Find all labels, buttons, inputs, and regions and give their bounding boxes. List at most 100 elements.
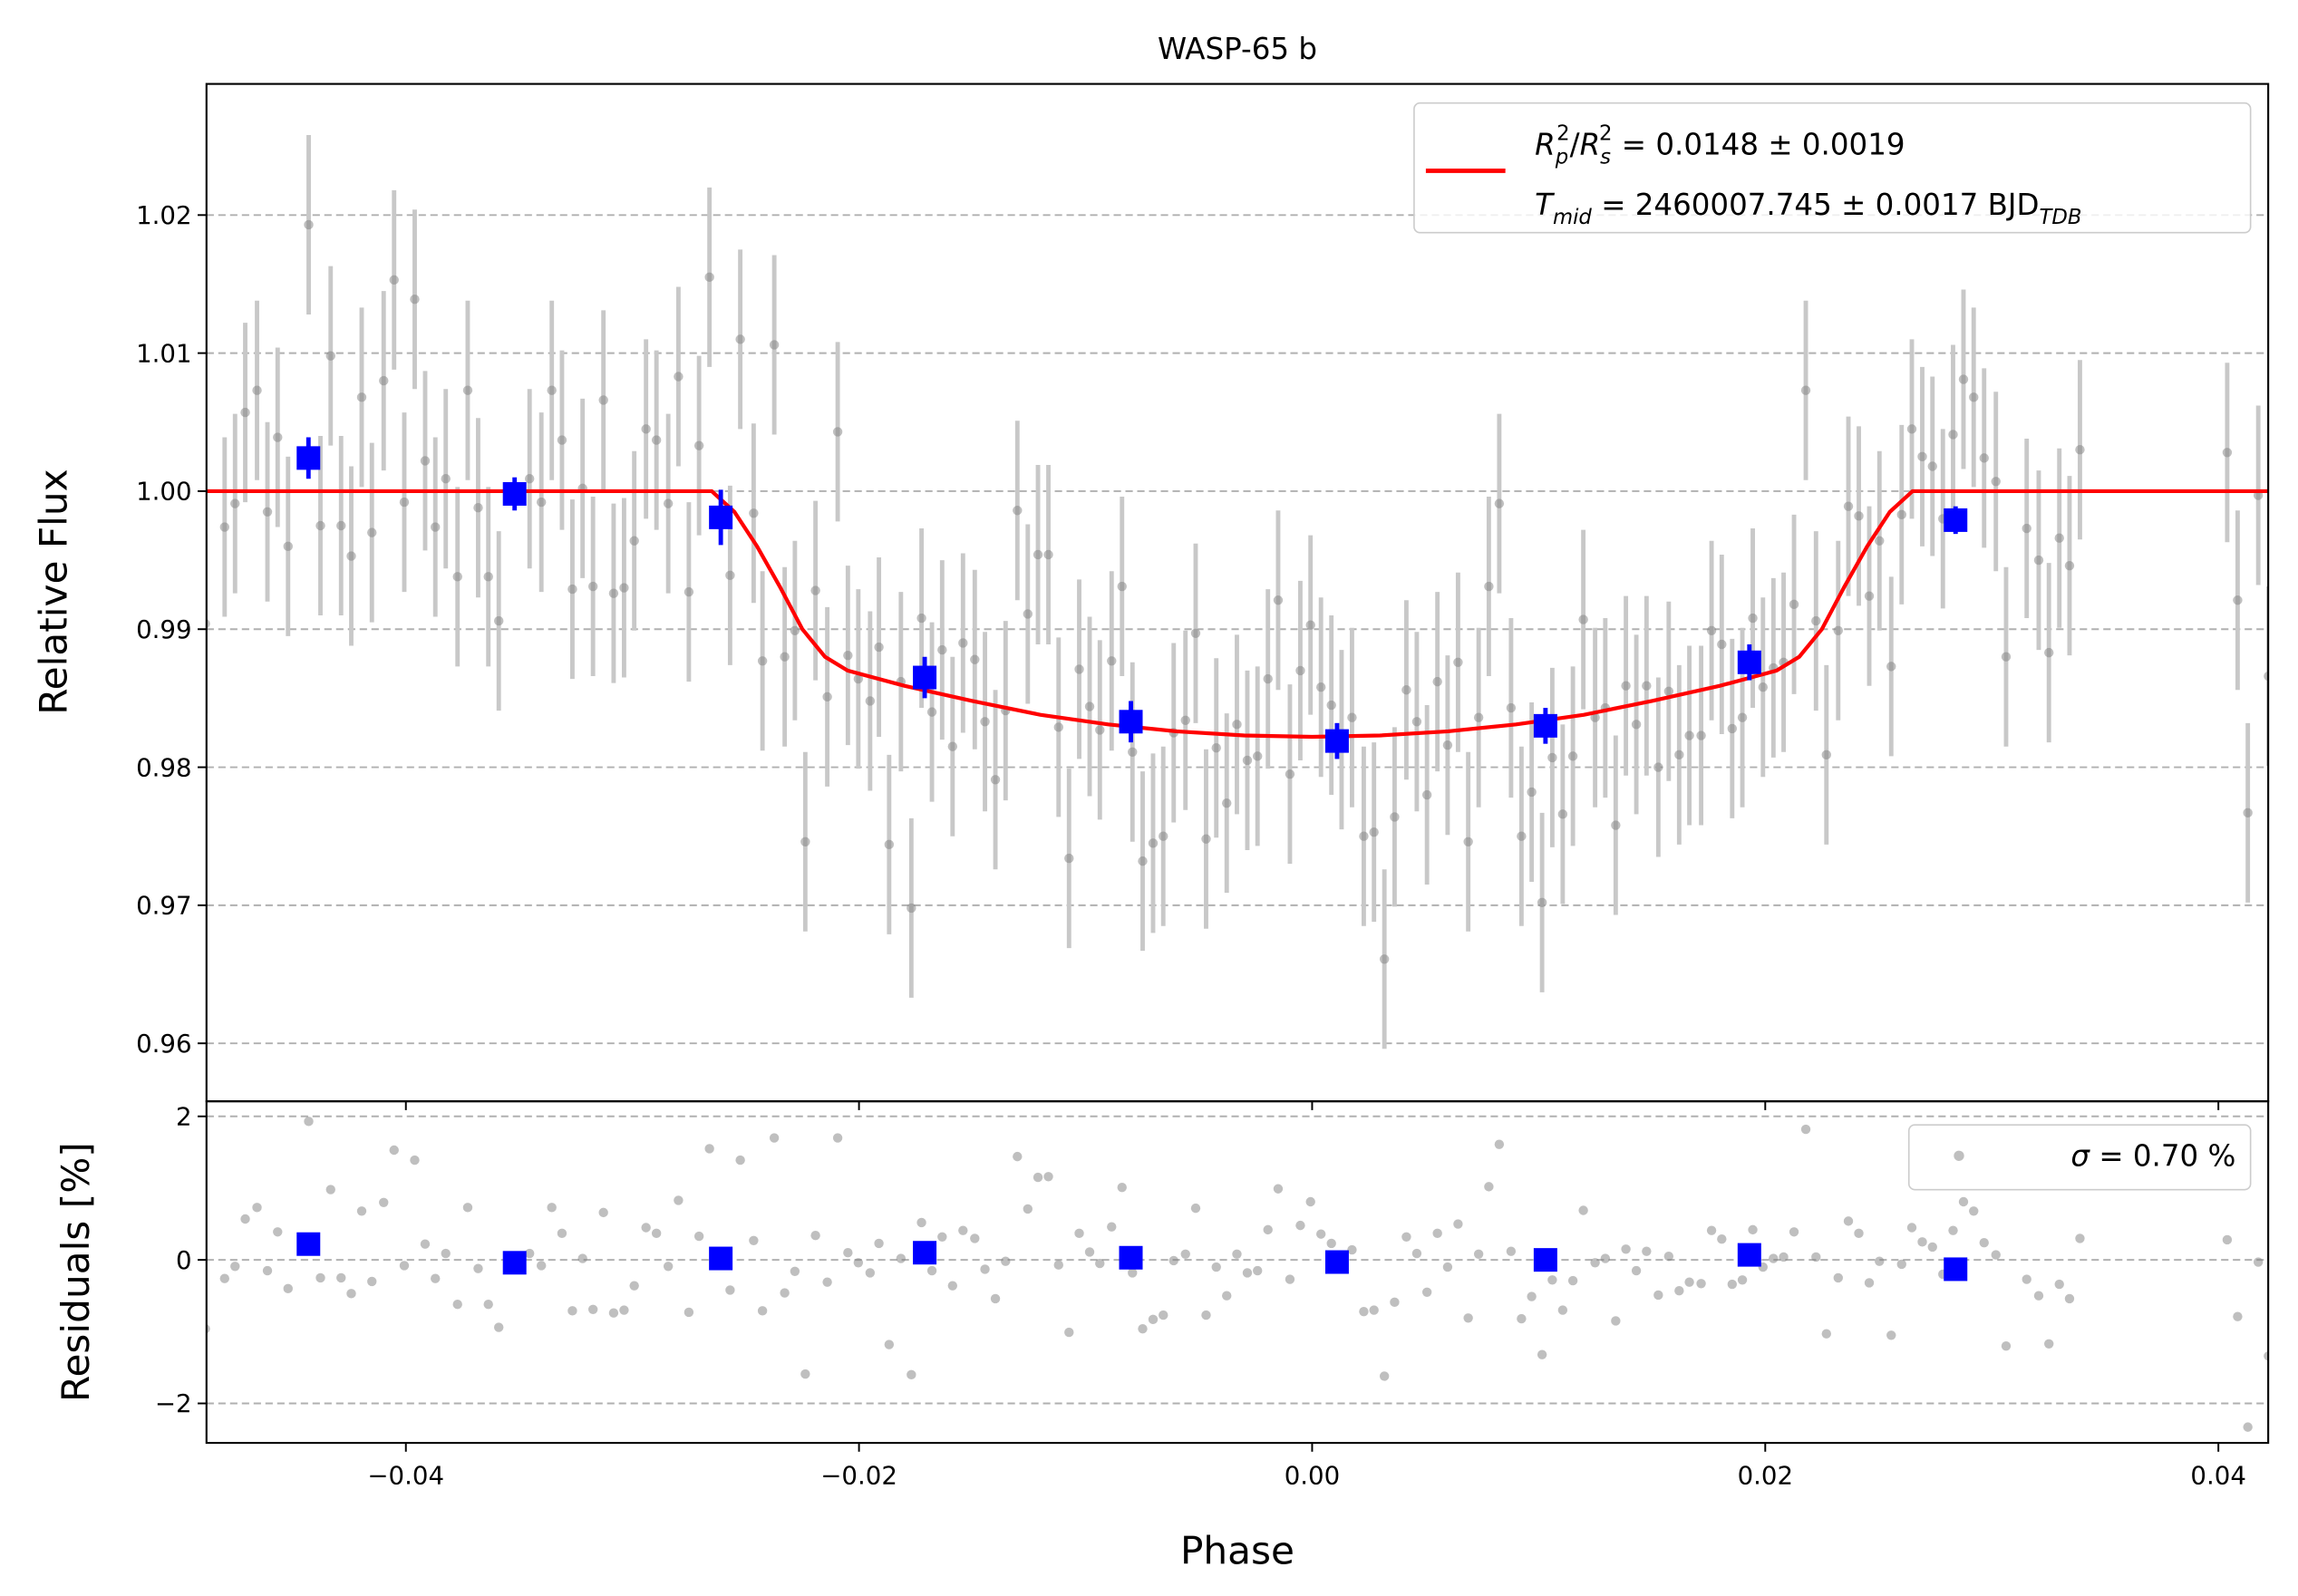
- x-tick-label: 0.04: [2190, 1461, 2245, 1491]
- data-point: [1590, 712, 1600, 722]
- data-point: [1222, 798, 1232, 808]
- data-point: [1326, 700, 1336, 711]
- data-point: [1821, 750, 1831, 760]
- data-point: [1159, 1310, 1168, 1320]
- data-point: [1494, 498, 1505, 508]
- data-point: [1053, 722, 1063, 732]
- data-point: [1347, 712, 1357, 722]
- data-point: [547, 385, 557, 395]
- binned-point: [913, 1241, 937, 1265]
- data-point: [641, 1223, 651, 1233]
- data-point: [725, 570, 735, 581]
- data-point: [1506, 1246, 1517, 1256]
- data-point: [1201, 834, 1211, 844]
- data-point: [441, 1248, 451, 1259]
- data-point: [1253, 1265, 1263, 1276]
- data-point: [884, 839, 895, 850]
- data-point: [2075, 1233, 2085, 1243]
- data-point: [1369, 827, 1379, 837]
- data-point: [674, 372, 684, 382]
- data-point: [1547, 1275, 1557, 1285]
- data-point: [536, 1261, 547, 1271]
- data-point: [1611, 1316, 1621, 1326]
- data-point: [958, 1225, 968, 1235]
- data-point: [1033, 1172, 1043, 1183]
- data-point: [1769, 1253, 1779, 1263]
- data-point: [1833, 625, 1843, 635]
- data-point: [800, 1369, 810, 1379]
- data-point: [693, 1231, 704, 1242]
- data-point: [367, 527, 377, 537]
- data-point: [462, 1203, 473, 1213]
- data-point: [926, 707, 937, 717]
- data-point: [1305, 620, 1315, 630]
- data-point: [283, 1283, 293, 1294]
- data-point: [473, 1263, 483, 1273]
- legend-label: σ = 0.70 %: [2070, 1139, 2235, 1174]
- data-point: [1148, 1314, 1159, 1325]
- data-point: [1359, 831, 1369, 841]
- data-point: [990, 1293, 1001, 1304]
- data-point: [1190, 1203, 1201, 1214]
- data-point: [757, 1306, 768, 1316]
- data-point: [2222, 1234, 2233, 1245]
- data-point: [1263, 673, 1273, 684]
- data-point: [1473, 1249, 1484, 1260]
- data-point: [1315, 1229, 1326, 1239]
- data-point: [1242, 755, 1253, 766]
- data-point: [1084, 1247, 1095, 1257]
- data-point: [1896, 1259, 1906, 1270]
- data-point: [304, 1117, 314, 1127]
- data-point: [896, 1253, 907, 1263]
- data-point: [980, 1264, 990, 1274]
- data-point: [1421, 1287, 1432, 1297]
- data-point: [598, 395, 608, 405]
- y-tick-label: 1.01: [136, 338, 191, 368]
- data-point: [587, 1304, 598, 1314]
- data-point: [1653, 1290, 1663, 1301]
- data-point: [1854, 511, 1864, 521]
- data-point: [1138, 856, 1148, 866]
- data-point: [2044, 647, 2054, 658]
- data-point: [1013, 1151, 1023, 1162]
- data-point: [399, 497, 410, 508]
- binned-point: [296, 1232, 321, 1256]
- data-point: [557, 1228, 567, 1239]
- data-point: [1159, 831, 1168, 841]
- data-point: [441, 474, 451, 484]
- data-point: [884, 1340, 895, 1349]
- data-point: [325, 1185, 335, 1195]
- data-point: [1463, 1313, 1473, 1323]
- data-point: [853, 673, 864, 684]
- data-point: [1411, 1248, 1422, 1259]
- data-point: [1789, 1227, 1799, 1237]
- data-point: [567, 584, 577, 595]
- data-point: [230, 1262, 240, 1272]
- data-point: [769, 1133, 780, 1143]
- data-point: [926, 1265, 937, 1276]
- data-point: [2264, 1351, 2269, 1361]
- axes: 0.96 0.97 0.98 0.99 1.00 1.01 1.02 −2 0 2 −0.04 −0.…: [136, 82, 2270, 1491]
- data-point: [452, 1300, 462, 1310]
- y-tick-label: 0.98: [136, 752, 191, 782]
- data-point: [832, 1133, 843, 1143]
- data-point: [524, 474, 535, 484]
- x-tick-label: 0.00: [1285, 1461, 1340, 1491]
- data-point: [379, 1197, 389, 1207]
- data-point: [547, 1203, 557, 1213]
- binned-point: [1737, 1243, 1761, 1267]
- data-point: [663, 1262, 674, 1272]
- data-point: [536, 497, 547, 508]
- data-point: [1084, 701, 1095, 711]
- data-point: [619, 1305, 629, 1315]
- binned-point: [1324, 1250, 1349, 1274]
- data-point: [810, 585, 820, 595]
- data-point: [1263, 1224, 1273, 1235]
- data-point: [1969, 392, 1979, 402]
- data-point: [1578, 1205, 1588, 1215]
- data-point: [389, 275, 399, 285]
- data-point: [2253, 1257, 2264, 1267]
- data-point: [273, 1227, 283, 1237]
- data-point: [1369, 1305, 1379, 1315]
- data-point: [1432, 676, 1442, 687]
